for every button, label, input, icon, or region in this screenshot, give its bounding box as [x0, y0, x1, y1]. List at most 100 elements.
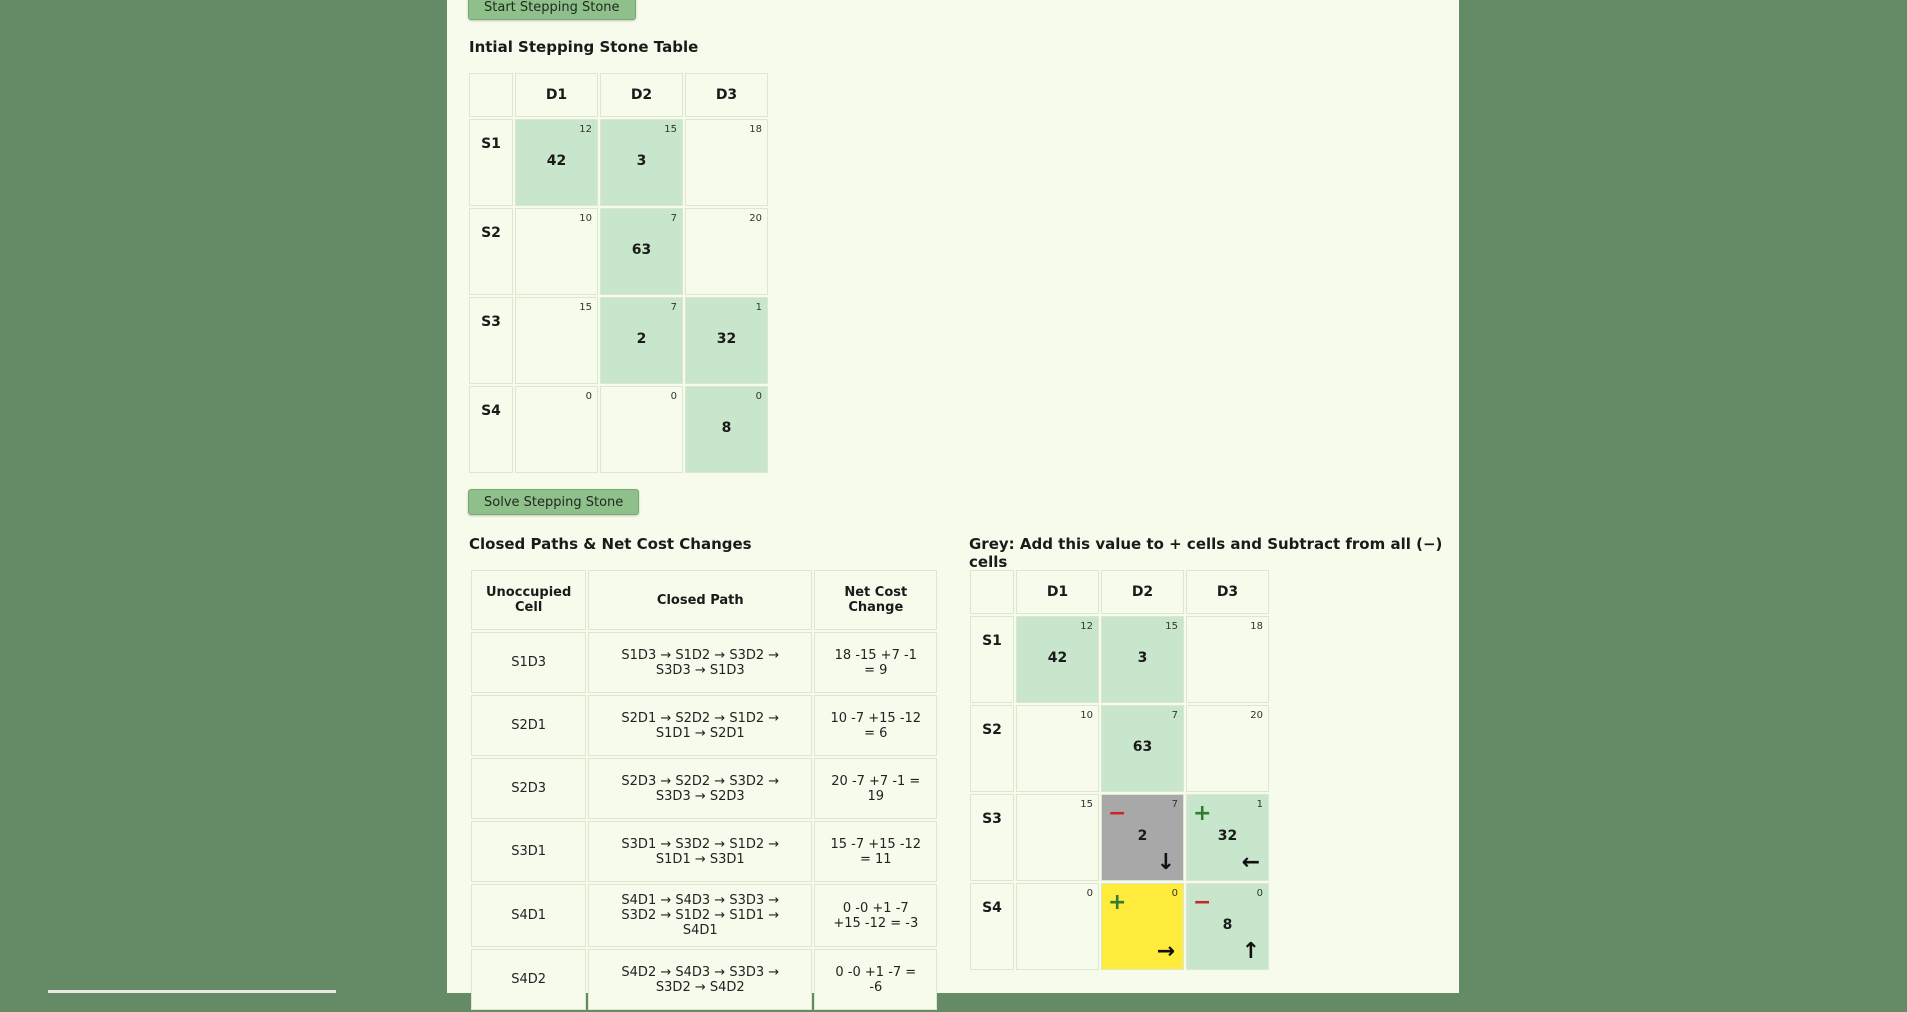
column-header: Closed Path: [588, 570, 813, 630]
grid-cell: 15: [1016, 794, 1099, 881]
cost-label: 20: [1250, 710, 1263, 721]
grid-cell: 12 42: [515, 119, 598, 206]
row-header: S1: [970, 616, 1014, 703]
unoccupied-cell: S1D3: [471, 632, 587, 693]
grid-cell: 18: [1186, 616, 1269, 703]
grid-cell: 20: [1186, 705, 1269, 792]
closed-paths-title: Closed Paths & Net Cost Changes: [469, 535, 752, 553]
table-row: S4D1 S4D1 → S4D3 → S3D3 → S3D2 → S1D2 → …: [471, 884, 938, 947]
start-stepping-stone-button[interactable]: Start Stepping Stone: [468, 0, 636, 20]
horizontal-scrollbar[interactable]: [48, 990, 336, 993]
cost-label: 10: [1080, 710, 1093, 721]
cost-label: 15: [1165, 621, 1178, 632]
row-header: S2: [970, 705, 1014, 792]
closed-path: S2D1 → S2D2 → S1D2 → S1D1 → S2D1: [588, 695, 813, 756]
grid-cell: 7 63: [1101, 705, 1184, 792]
solve-stepping-stone-button[interactable]: Solve Stepping Stone: [468, 489, 640, 515]
grid-cell: − 0 8 ↑: [1186, 883, 1269, 970]
column-header: D1: [1016, 570, 1099, 614]
unoccupied-cell: S4D1: [471, 884, 587, 947]
closed-path: S4D1 → S4D3 → S3D3 → S3D2 → S1D2 → S1D1 …: [588, 884, 813, 947]
unoccupied-cell: S2D3: [471, 758, 587, 819]
cost-label: 7: [1171, 710, 1178, 721]
column-header: D1: [515, 73, 598, 117]
content-panel: Start Stepping Stone Intial Stepping Sto…: [447, 0, 1459, 1010]
initial-stepping-stone-table: D1 D2 D3 S1 12 42 15 3 18 S2 10 7 63 20 S3 …: [467, 71, 770, 475]
net-cost-change: 0 -0 +1 -7 = -6: [814, 949, 938, 1010]
grid-cell: 0: [515, 386, 598, 473]
grid-cell: 10: [1016, 705, 1099, 792]
row-header: S1: [469, 119, 513, 206]
corner-cell: [469, 73, 513, 117]
row-header: S4: [469, 386, 513, 473]
cost-label: 1: [755, 302, 762, 313]
closed-path: S2D3 → S2D2 → S3D2 → S3D3 → S2D3: [588, 758, 813, 819]
grid-cell: 20: [685, 208, 768, 295]
grid-cell: 10: [515, 208, 598, 295]
column-header: Net Cost Change: [814, 570, 938, 630]
cost-label: 7: [670, 213, 677, 224]
column-header: D2: [600, 73, 683, 117]
row-header: S4: [970, 883, 1014, 970]
cost-label: 15: [664, 124, 677, 135]
net-cost-change: 15 -7 +15 -12 = 11: [814, 821, 938, 882]
cost-label: 18: [749, 124, 762, 135]
cost-label: 0: [755, 391, 762, 402]
cost-label: 20: [749, 213, 762, 224]
row-header: S2: [469, 208, 513, 295]
allocation-value: 8: [721, 420, 732, 436]
cost-label: 0: [1256, 888, 1263, 899]
plus-sign-icon: +: [1193, 801, 1212, 826]
allocation-value: 63: [631, 242, 652, 258]
grid-cell: 15: [515, 297, 598, 384]
corner-cell: [970, 570, 1014, 614]
grid-cell: 7 63: [600, 208, 683, 295]
arrow-down-icon: ↓: [1156, 850, 1175, 875]
closed-path: S3D1 → S3D2 → S1D2 → S1D1 → S3D1: [588, 821, 813, 882]
allocation-value: 8: [1222, 917, 1233, 933]
allocation-value: 32: [716, 331, 737, 347]
cost-label: 0: [585, 391, 592, 402]
cost-label: 7: [1171, 799, 1178, 810]
grid-cell: 0: [1016, 883, 1099, 970]
net-cost-change: 10 -7 +15 -12 = 6: [814, 695, 938, 756]
grey-table-title: Grey: Add this value to + cells and Subt…: [969, 535, 1443, 571]
grid-cell: + 1 32 ←: [1186, 794, 1269, 881]
allocation-value: 42: [546, 153, 567, 169]
table-row: S1D3 S1D3 → S1D2 → S3D2 → S3D3 → S1D3 18…: [471, 632, 938, 693]
unoccupied-cell: S4D2: [471, 949, 587, 1010]
column-header: D3: [1186, 570, 1269, 614]
grid-cell-leaving: − 7 2 ↓: [1101, 794, 1184, 881]
table-row: S2D1 S2D1 → S2D2 → S1D2 → S1D1 → S2D1 10…: [471, 695, 938, 756]
grid-cell: 0: [600, 386, 683, 473]
cost-label: 1: [1256, 799, 1263, 810]
allocation-value: 3: [636, 153, 647, 169]
arrow-right-icon: →: [1156, 939, 1175, 964]
grid-cell: 18: [685, 119, 768, 206]
table-row: S2D3 S2D3 → S2D2 → S3D2 → S3D3 → S2D3 20…: [471, 758, 938, 819]
grid-cell: 1 32: [685, 297, 768, 384]
cost-label: 15: [1080, 799, 1093, 810]
allocation-value: 32: [1217, 828, 1238, 844]
unoccupied-cell: S3D1: [471, 821, 587, 882]
net-cost-change: 20 -7 +7 -1 = 19: [814, 758, 938, 819]
adjusted-stepping-stone-table: D1 D2 D3 S1 12 42 15 3 18 S2 10 7 63 20 S3 …: [968, 568, 1271, 972]
table-row: S4D2 S4D2 → S4D3 → S3D3 → S3D2 → S4D2 0 …: [471, 949, 938, 1010]
unoccupied-cell: S2D1: [471, 695, 587, 756]
cost-label: 15: [579, 302, 592, 313]
row-header: S3: [970, 794, 1014, 881]
grid-cell-entering: + 0 →: [1101, 883, 1184, 970]
cost-label: 12: [1080, 621, 1093, 632]
grid-cell: 15 3: [600, 119, 683, 206]
cost-label: 18: [1250, 621, 1263, 632]
allocation-value: 42: [1047, 650, 1068, 666]
cost-label: 0: [1086, 888, 1093, 899]
net-cost-change: 0 -0 +1 -7 +15 -12 = -3: [814, 884, 938, 947]
cost-label: 10: [579, 213, 592, 224]
minus-sign-icon: −: [1193, 890, 1212, 915]
cost-label: 0: [670, 391, 677, 402]
column-header: D3: [685, 73, 768, 117]
closed-path: S4D2 → S4D3 → S3D3 → S3D2 → S4D2: [588, 949, 813, 1010]
net-cost-change: 18 -15 +7 -1 = 9: [814, 632, 938, 693]
